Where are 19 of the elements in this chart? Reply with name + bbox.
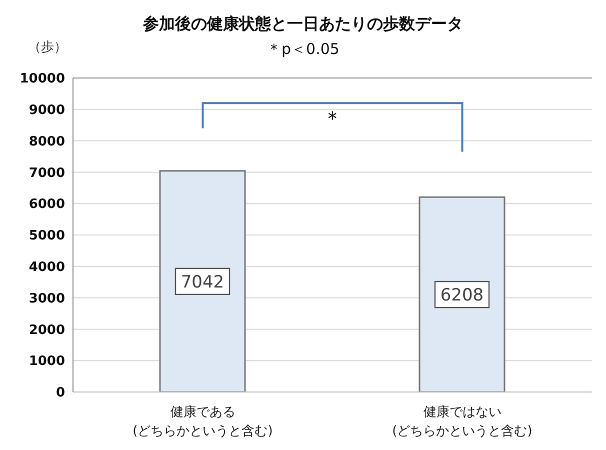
data-label: 7042 <box>180 272 224 292</box>
y-tick-label: 7000 <box>28 166 65 181</box>
y-tick-label: 2000 <box>28 322 65 338</box>
y-tick-label: 5000 <box>28 228 65 244</box>
y-tick-label: 10000 <box>20 72 65 87</box>
y-tick-label: 3000 <box>28 291 65 306</box>
y-axis-title: （歩） <box>28 39 67 56</box>
x-tick-label: 健康ではない (どちらかというと含む) <box>392 405 532 439</box>
chart-title: 参加後の健康状態と一日あたりの歩数データ <box>142 14 464 35</box>
x-tick-label: 健康である (どちらかというと含む) <box>132 405 273 439</box>
y-tick-label: 8000 <box>28 134 65 150</box>
annotation: ＊ <box>322 106 342 130</box>
data-label: 6208 <box>440 286 484 306</box>
chart-subtitle: ＊p＜0.05 <box>266 40 340 58</box>
y-tick-label: 0 <box>56 386 65 401</box>
y-tick-label: 4000 <box>28 260 65 276</box>
y-tick-label: 9000 <box>28 103 65 118</box>
y-tick-label: 6000 <box>28 197 65 212</box>
y-tick-label: 1000 <box>28 354 65 370</box>
